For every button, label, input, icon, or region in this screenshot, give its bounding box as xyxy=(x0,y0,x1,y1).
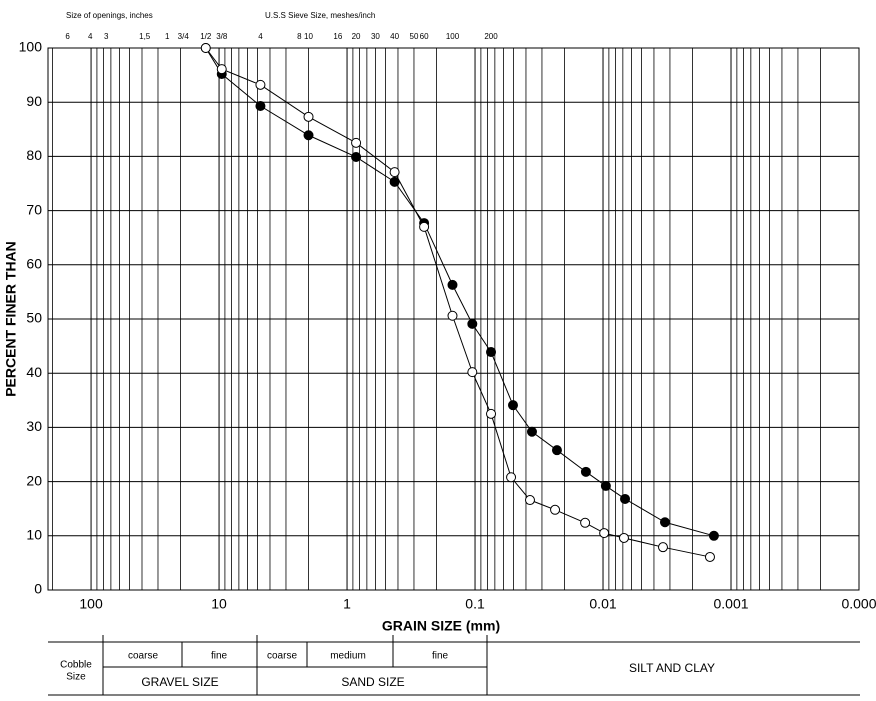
data-point xyxy=(659,517,670,528)
data-point xyxy=(389,167,400,178)
data-point xyxy=(200,43,211,53)
y-tick-label: 90 xyxy=(26,93,42,109)
data-point xyxy=(486,408,497,419)
data-point xyxy=(506,472,517,483)
data-point xyxy=(447,310,458,321)
y-tick-label: 0 xyxy=(34,581,42,597)
data-point xyxy=(389,176,400,187)
y-tick-label: 80 xyxy=(26,147,42,163)
top-tick-label: 50 xyxy=(410,32,419,41)
top-tick-label: 16 xyxy=(333,32,342,41)
data-point xyxy=(508,400,519,411)
data-point xyxy=(704,551,715,562)
y-tick-label: 40 xyxy=(26,364,42,380)
sand-coarse: coarse xyxy=(267,651,297,662)
data-point xyxy=(419,221,430,232)
data-point xyxy=(255,100,266,111)
y-tick-label: 60 xyxy=(26,256,42,272)
y-axis-title: PERCENT FINER THAN xyxy=(3,241,19,397)
data-point xyxy=(580,466,591,477)
data-point xyxy=(618,532,629,543)
top-axis-title: U.S.S Sieve Size, meshes/inch xyxy=(265,11,375,20)
top-tick-label: 60 xyxy=(420,32,429,41)
top-tick-label: 1/2 xyxy=(200,32,212,41)
data-point xyxy=(467,367,478,378)
top-tick-label: 200 xyxy=(484,32,498,41)
data-point xyxy=(580,517,591,528)
cobble-label: Cobble xyxy=(60,660,92,671)
top-tick-label: 10 xyxy=(304,32,313,41)
top-tick-label: 1,5 xyxy=(139,32,151,41)
data-point xyxy=(708,530,719,541)
data-point xyxy=(216,64,227,75)
top-axis-title: Size of openings, inches xyxy=(66,11,153,20)
data-point xyxy=(599,528,610,539)
top-tick-label: 3/4 xyxy=(178,32,190,41)
top-tick-label: 1 xyxy=(165,32,170,41)
x-tick-label: 0.000 xyxy=(841,596,876,612)
data-point xyxy=(351,137,362,148)
top-tick-label: 4 xyxy=(88,32,93,41)
silt-clay-label: SILT AND CLAY xyxy=(629,661,715,675)
data-point xyxy=(486,347,497,358)
x-axis-title: GRAIN SIZE (mm) xyxy=(382,618,500,634)
top-tick-label: 6 xyxy=(65,32,70,41)
top-tick-label: 8 xyxy=(297,32,302,41)
y-tick-label: 100 xyxy=(19,39,43,55)
cobble-label: Size xyxy=(66,672,86,683)
gravel-coarse: coarse xyxy=(128,651,158,662)
data-point xyxy=(467,318,478,329)
series-line xyxy=(205,47,715,537)
top-tick-label: 3 xyxy=(104,32,109,41)
x-tick-label: 0.001 xyxy=(713,596,748,612)
data-point xyxy=(351,151,362,162)
classification-table xyxy=(48,635,860,696)
y-tick-label: 50 xyxy=(26,310,42,326)
data-point xyxy=(600,480,611,491)
x-tick-label: 10 xyxy=(211,596,227,612)
top-tick-label: 3/8 xyxy=(216,32,228,41)
sand-medium: medium xyxy=(330,651,366,662)
y-tick-label: 30 xyxy=(26,418,42,434)
y-tick-label: 10 xyxy=(26,527,42,543)
data-point xyxy=(255,79,266,90)
top-tick-label: 30 xyxy=(371,32,380,41)
top-tick-label: 20 xyxy=(352,32,361,41)
x-tick-label: 1 xyxy=(343,596,351,612)
sand-fine: fine xyxy=(432,651,449,662)
data-point xyxy=(550,504,561,515)
data-point xyxy=(303,111,314,122)
top-tick-label: 40 xyxy=(390,32,399,41)
series-line xyxy=(205,47,711,558)
data-point xyxy=(524,495,535,506)
gravel-fine: fine xyxy=(211,651,228,662)
data-point xyxy=(620,493,631,504)
data-point xyxy=(551,445,562,456)
data-point xyxy=(303,130,314,141)
data-point xyxy=(657,542,668,553)
gravel-label: GRAVEL SIZE xyxy=(141,675,218,689)
y-tick-label: 70 xyxy=(26,201,42,217)
sand-label: SAND SIZE xyxy=(341,675,404,689)
plot-frame xyxy=(47,47,860,591)
x-tick-label: 100 xyxy=(79,596,103,612)
x-tick-label: 0.01 xyxy=(589,596,616,612)
data-point xyxy=(447,279,458,290)
data-point xyxy=(526,426,537,437)
x-tick-label: 0.1 xyxy=(465,596,485,612)
top-tick-label: 4 xyxy=(258,32,263,41)
y-tick-label: 20 xyxy=(26,472,42,488)
top-tick-label: 100 xyxy=(446,32,460,41)
